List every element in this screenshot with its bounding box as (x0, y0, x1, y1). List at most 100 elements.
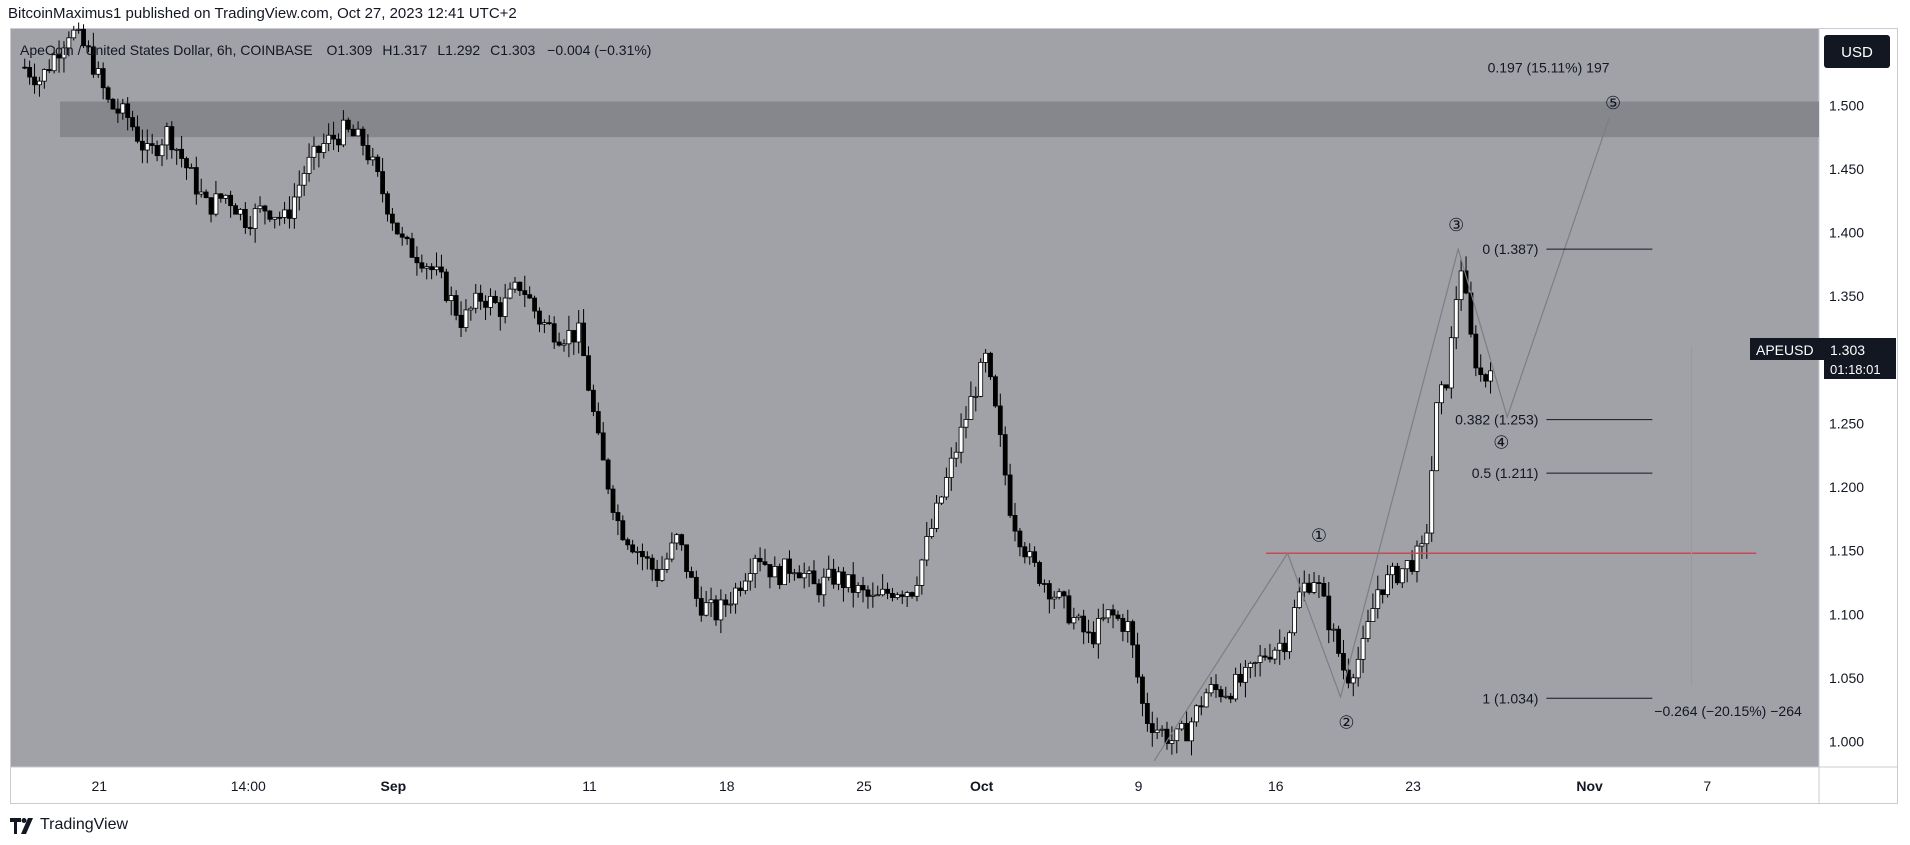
candle-body (649, 557, 655, 570)
candle-body (1247, 662, 1253, 668)
candle-body (125, 103, 131, 118)
price-chart[interactable]: 0 (1.387) 0.382 (1.253) 0.5 (1.211) 1 (1.03… (0, 0, 1910, 812)
candle-body (488, 295, 493, 308)
candle-body (566, 330, 572, 345)
candle-body (576, 322, 582, 343)
candle-body (1071, 617, 1077, 624)
time-tick-label: 9 (1135, 778, 1143, 794)
candle-body (502, 297, 508, 317)
candle-body (1365, 621, 1371, 639)
candle-body (674, 534, 680, 544)
fib-level-label: 0.382 (1.253) (1455, 412, 1538, 428)
elliott-wave-path[interactable] (1153, 117, 1610, 761)
candle-body (1394, 565, 1400, 584)
candle-body (948, 457, 954, 478)
candle-body (51, 54, 57, 72)
candle-body (855, 585, 861, 593)
candle-body (76, 28, 82, 31)
currency-button[interactable]: USD (1824, 35, 1890, 68)
candle-body (1042, 583, 1047, 585)
candle-body (208, 197, 214, 215)
price-axis-area[interactable] (1819, 29, 1897, 767)
candle-body (169, 126, 175, 151)
candle-body (1390, 565, 1395, 576)
candle-body (41, 69, 47, 82)
candle-body (541, 322, 547, 325)
candle-body (934, 502, 939, 529)
candle-body (586, 355, 591, 391)
candle-body (1110, 609, 1116, 616)
symbol-name: ApeCoin / United States Dollar, 6h, COIN… (20, 42, 313, 58)
candle-body (1257, 655, 1263, 663)
candle-body (875, 594, 881, 597)
plot-area[interactable] (11, 29, 1819, 767)
fib-level-label: 0.5 (1.211) (1472, 465, 1539, 481)
candle-body (1017, 530, 1023, 548)
candle-body (174, 148, 180, 151)
time-axis-area[interactable] (11, 767, 1897, 803)
candle-body (321, 143, 327, 153)
candle-body (953, 451, 959, 459)
candle-body (782, 558, 787, 586)
candle-body (733, 587, 738, 605)
candle-body (762, 561, 768, 565)
candle-body (1007, 474, 1013, 516)
candle-body (184, 158, 189, 169)
candle-body (1252, 662, 1258, 664)
fib-level-label: 1 (1.034) (1482, 690, 1538, 706)
resistance-zone[interactable] (60, 101, 1819, 138)
candle-body (635, 551, 640, 553)
candle-body (478, 292, 484, 302)
candle-body (512, 281, 518, 290)
candle-body (154, 145, 160, 157)
candle-body (532, 297, 537, 312)
price-tag-symbol: APEUSD (1756, 342, 1814, 358)
candle-body (429, 266, 435, 271)
candle-body (728, 603, 734, 606)
price-tick-label: 1.500 (1829, 97, 1864, 113)
time-axis: 21 14:00 Sep 11 18 25 Oct 9 16 23 Nov 7 (91, 778, 1711, 794)
price-tick-label: 1.250 (1829, 415, 1864, 431)
wave-labels: ① ② ③ ④ ⑤ (1311, 93, 1621, 733)
candle-body (963, 419, 969, 428)
candle-body (1448, 337, 1454, 389)
wave-label: ② (1338, 712, 1354, 732)
candle-body (1419, 543, 1425, 547)
measure-up-label: 0.197 (15.11%) 197 (1488, 59, 1610, 75)
candle-body (816, 583, 822, 596)
price-tick-label: 1.200 (1829, 479, 1864, 495)
candle-body (1159, 728, 1165, 731)
candle-body (492, 295, 498, 303)
candle-body (664, 558, 670, 570)
candle-body (326, 134, 332, 144)
candle-body (1301, 582, 1307, 593)
candle-body (66, 37, 72, 49)
candle-body (149, 143, 155, 146)
candle-body (1243, 666, 1248, 683)
candle-body (939, 496, 944, 504)
candle-body (453, 295, 459, 316)
candle-body (615, 512, 621, 522)
fib-level-label: 0 (1.387) (1482, 241, 1538, 257)
candle-body (880, 588, 886, 596)
open-label: O (326, 42, 337, 58)
candle-body (1292, 607, 1297, 634)
candle-body (943, 477, 949, 498)
candle-body (698, 598, 704, 616)
candle-body (988, 352, 993, 378)
candle-body (365, 145, 371, 161)
candle-body (845, 574, 851, 588)
candle-body (742, 580, 748, 591)
fib-retracement[interactable]: 0 (1.387) 0.382 (1.253) 0.5 (1.211) 1 (1.03… (1455, 241, 1653, 706)
candle-body (56, 54, 62, 59)
candle-body (1326, 595, 1332, 631)
candle-body (1203, 692, 1209, 708)
candle-body (144, 143, 150, 151)
time-tick-label: Nov (1576, 778, 1603, 794)
candle-body (1061, 591, 1067, 597)
candle-body (1149, 723, 1155, 733)
candle-body (267, 210, 273, 220)
candle-body (1429, 470, 1435, 534)
candle-body (193, 167, 199, 195)
candle-body (507, 288, 513, 299)
